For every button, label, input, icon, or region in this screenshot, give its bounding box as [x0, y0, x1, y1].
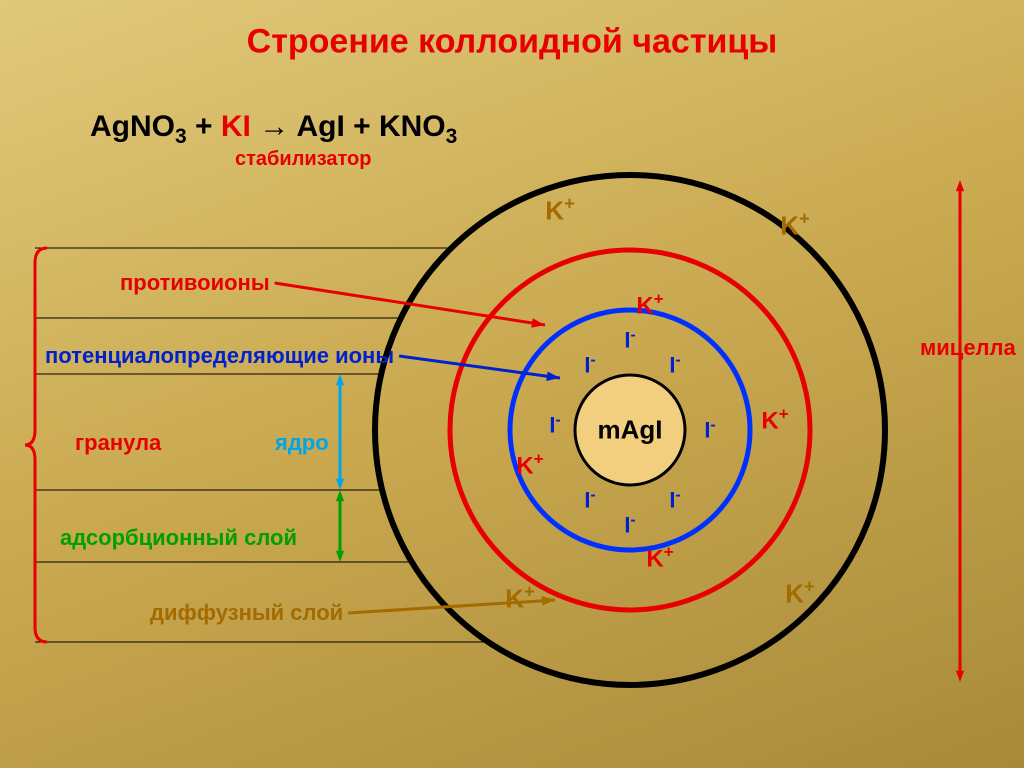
ion-I-7: I-: [624, 511, 635, 538]
left-label-0: противоионы: [120, 270, 270, 296]
ion-K_outer-2: K+: [505, 582, 534, 615]
ion-I-2: I-: [669, 351, 680, 378]
left-label-5: диффузный слой: [150, 600, 343, 626]
equation: AgNO3 + KI → AgI + KNO3: [90, 110, 457, 149]
diagram-root: Строение коллоидной частицы AgNO3 + KI → …: [0, 0, 1024, 768]
ion-K_inner-2: K+: [516, 450, 543, 481]
ion-I-1: I-: [584, 351, 595, 378]
ion-K_inner-1: K+: [761, 405, 788, 436]
core-label: mAgI: [598, 415, 663, 446]
right-label-micelle: мицелла: [920, 335, 1016, 361]
left-label-4: адсорбционный слой: [60, 525, 297, 551]
ion-K_inner-0: K+: [636, 290, 663, 321]
ion-K_outer-1: K+: [780, 209, 809, 242]
diagram-title: Строение коллоидной частицы: [247, 23, 778, 62]
ion-I-4: I-: [704, 416, 715, 443]
left-label-2: ядро: [275, 430, 329, 456]
ion-K_inner-3: K+: [646, 543, 673, 574]
left-label-1: потенциалопределяющие ионы: [45, 343, 394, 369]
ion-K_outer-3: K+: [785, 577, 814, 610]
ion-I-6: I-: [669, 486, 680, 513]
ion-I-5: I-: [584, 486, 595, 513]
left-label-3: гранула: [75, 430, 161, 456]
ion-K_outer-0: K+: [545, 194, 574, 227]
ion-I-3: I-: [549, 411, 560, 438]
ion-I-0: I-: [624, 326, 635, 353]
equation-annotation: стабилизатор: [235, 148, 371, 171]
